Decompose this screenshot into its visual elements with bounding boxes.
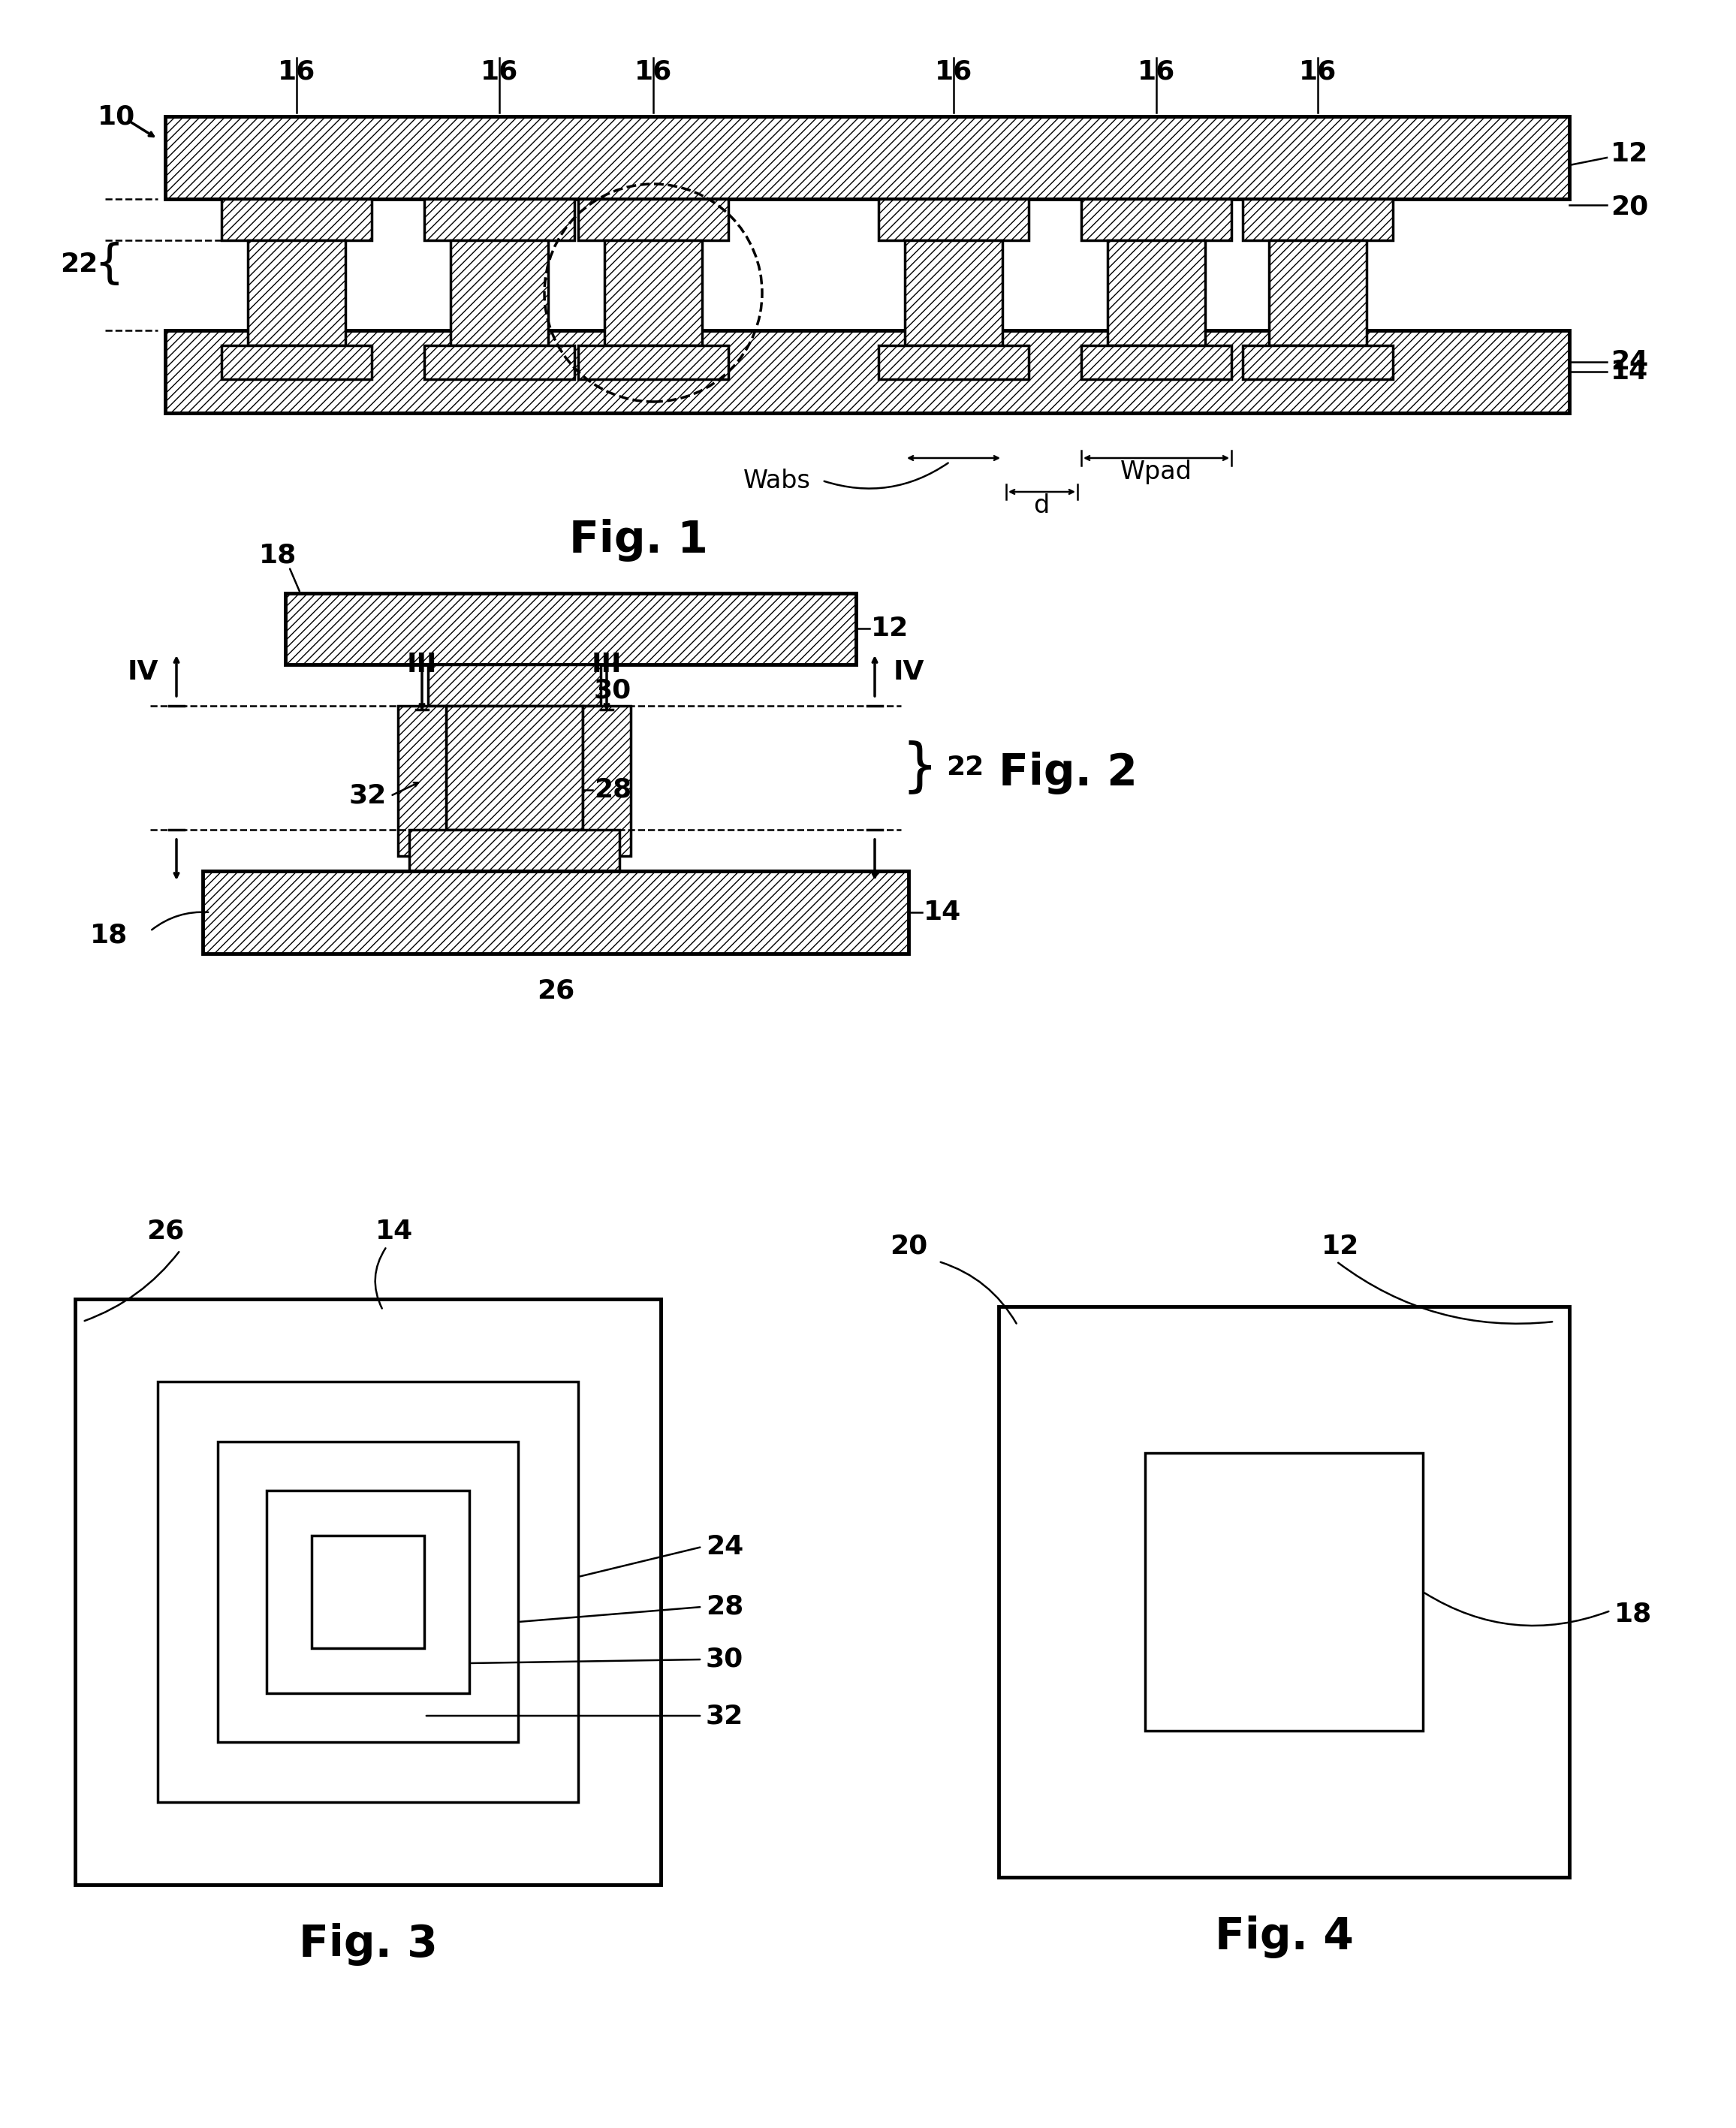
Bar xyxy=(165,330,1569,413)
Bar xyxy=(878,200,1029,240)
Text: 14: 14 xyxy=(375,1219,413,1245)
Bar xyxy=(878,345,1029,379)
Text: 14: 14 xyxy=(1611,360,1649,385)
Text: 20: 20 xyxy=(889,1234,927,1260)
Bar xyxy=(904,240,1002,345)
Text: 26: 26 xyxy=(146,1219,184,1245)
Text: IV: IV xyxy=(892,660,924,685)
Text: 28: 28 xyxy=(707,1594,743,1619)
Text: 14: 14 xyxy=(924,900,962,926)
Text: 16: 16 xyxy=(934,60,972,85)
Text: III: III xyxy=(592,651,621,677)
Text: 20: 20 xyxy=(1611,194,1649,219)
Text: Fig. 2: Fig. 2 xyxy=(998,751,1137,796)
Bar xyxy=(165,117,1569,200)
Text: Wpad: Wpad xyxy=(1120,460,1193,485)
Bar xyxy=(1243,200,1392,240)
Bar xyxy=(1243,345,1392,379)
Text: 26: 26 xyxy=(536,979,575,1004)
Bar xyxy=(248,240,345,345)
Text: 18: 18 xyxy=(90,921,128,947)
Text: III: III xyxy=(406,651,437,677)
Bar xyxy=(410,830,620,870)
Text: 12: 12 xyxy=(1321,1234,1359,1260)
Bar xyxy=(429,664,601,706)
Text: 16: 16 xyxy=(1299,60,1337,85)
Text: 16: 16 xyxy=(278,60,316,85)
Text: Fig. 1: Fig. 1 xyxy=(569,519,708,562)
Bar xyxy=(267,1490,469,1694)
Bar xyxy=(222,200,372,240)
Bar xyxy=(424,200,575,240)
Bar xyxy=(398,706,446,855)
Bar xyxy=(222,345,372,379)
Text: 32: 32 xyxy=(707,1702,743,1728)
Text: 22: 22 xyxy=(946,755,984,781)
Text: 22: 22 xyxy=(59,251,97,277)
Text: 12: 12 xyxy=(871,615,908,641)
Text: 12: 12 xyxy=(1611,140,1649,166)
Bar xyxy=(1108,240,1205,345)
Bar xyxy=(578,200,729,240)
Text: {: { xyxy=(94,243,123,287)
Bar xyxy=(285,594,856,664)
Text: 30: 30 xyxy=(707,1647,743,1673)
Bar xyxy=(75,1298,661,1885)
Bar xyxy=(311,1536,424,1649)
Bar xyxy=(451,240,549,345)
Bar xyxy=(217,1441,517,1743)
Text: Wabs: Wabs xyxy=(743,468,811,494)
Bar xyxy=(424,345,575,379)
Text: Fig. 3: Fig. 3 xyxy=(299,1924,437,1966)
Bar xyxy=(446,706,583,830)
Text: 24: 24 xyxy=(1611,349,1649,375)
Bar xyxy=(604,240,701,345)
Bar xyxy=(998,1307,1569,1877)
Text: 16: 16 xyxy=(481,60,517,85)
Text: d: d xyxy=(1033,494,1050,517)
Text: 16: 16 xyxy=(634,60,672,85)
Text: 24: 24 xyxy=(707,1534,743,1560)
Text: }: } xyxy=(901,741,937,796)
Bar xyxy=(1082,345,1231,379)
Bar xyxy=(158,1381,578,1802)
Text: 28: 28 xyxy=(594,777,632,802)
Text: IV: IV xyxy=(127,660,158,685)
Text: 30: 30 xyxy=(594,679,632,704)
Text: 16: 16 xyxy=(1137,60,1175,85)
Text: 18: 18 xyxy=(1614,1602,1653,1628)
Text: 10: 10 xyxy=(97,104,135,130)
Bar xyxy=(1269,240,1366,345)
Bar xyxy=(583,706,630,855)
Bar xyxy=(578,345,729,379)
Bar xyxy=(1082,200,1231,240)
Text: 18: 18 xyxy=(259,543,297,568)
Text: 32: 32 xyxy=(349,783,387,809)
Bar xyxy=(203,870,908,953)
Bar xyxy=(1146,1453,1424,1730)
Text: Fig. 4: Fig. 4 xyxy=(1215,1915,1354,1958)
